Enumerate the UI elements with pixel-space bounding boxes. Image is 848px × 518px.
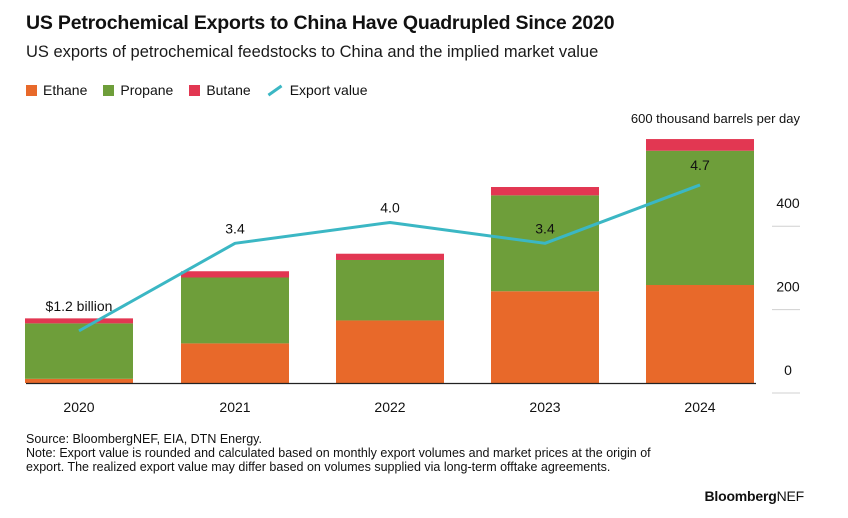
export-value-label: 3.4 [535, 220, 555, 236]
export-value-line [78, 183, 701, 333]
bar-ethane-2022 [336, 320, 444, 383]
brand-main: Bloomberg [704, 488, 777, 504]
brand-suffix: NEF [776, 488, 805, 504]
x-tick-label: 2024 [684, 399, 715, 415]
x-tick-label: 2023 [529, 399, 560, 415]
footer: Source: BloombergNEF, EIA, DTN Energy. N… [26, 432, 666, 474]
bar-ethane-2020 [25, 378, 133, 383]
bar-propane-2021 [181, 277, 289, 344]
legend-butane: Butane [189, 82, 251, 98]
ethane-swatch [26, 84, 37, 96]
chart-subtitle: US exports of petrochemical feedstocks t… [26, 43, 599, 61]
source-text: Source: BloombergNEF, EIA, DTN Energy. [26, 432, 262, 446]
chart-title: US Petrochemical Exports to China Have Q… [26, 12, 615, 34]
export-value-label: 4.0 [380, 199, 400, 215]
bar-ethane-2021 [181, 343, 289, 383]
legend-propane: Propane [103, 82, 173, 98]
bar-butane-2024 [646, 139, 754, 151]
y-tick-label: 400 [776, 195, 800, 211]
export-value-label: 4.7 [690, 157, 710, 173]
bar-butane-2021 [181, 271, 289, 278]
export-value-label: $1.2 billion [46, 298, 113, 314]
butane-swatch [189, 84, 201, 96]
legend-ethane-label: Ethane [43, 82, 88, 98]
bar-ethane-2023 [491, 291, 599, 383]
bar-butane-2023 [491, 187, 599, 196]
legend: Ethane Propane Butane Export value [26, 82, 384, 98]
legend-propane-label: Propane [120, 82, 174, 98]
bar-ethane-2024 [646, 285, 754, 383]
bloombergnef-logo: BloombergNEF [705, 488, 805, 504]
y-tick-label: 0 [784, 362, 792, 378]
bar-butane-2022 [336, 253, 444, 260]
note-text: Note: Export value is rounded and calcul… [26, 446, 651, 474]
y-axis-label: 600 thousand barrels per day [631, 111, 801, 126]
legend-ethane: Ethane [26, 82, 87, 98]
y-tick-label: 200 [776, 279, 800, 295]
export-value-label: 3.4 [225, 220, 245, 236]
x-tick-label: 2022 [374, 399, 405, 415]
bar-propane-2020 [25, 323, 133, 379]
bar-propane-2024 [646, 150, 754, 286]
x-tick-label: 2020 [63, 399, 94, 415]
legend-export-value: Export value [267, 82, 368, 98]
x-tick-label: 2021 [219, 399, 250, 415]
legend-export-value-label: Export value [289, 82, 368, 98]
bar-butane-2020 [25, 318, 133, 324]
bar-propane-2022 [336, 259, 444, 321]
propane-swatch [103, 84, 115, 96]
legend-butane-label: Butane [206, 82, 251, 98]
